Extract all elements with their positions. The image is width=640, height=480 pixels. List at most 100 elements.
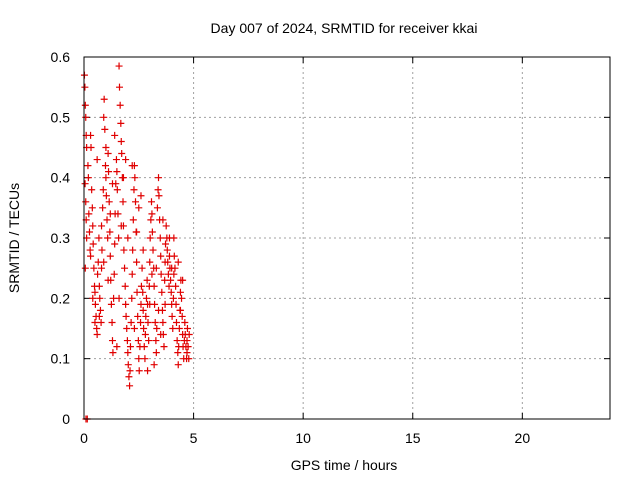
data-point: [172, 300, 180, 308]
x-tick-label: 5: [190, 430, 198, 446]
data-point: [155, 306, 163, 314]
data-point: [123, 325, 131, 332]
data-point: [127, 318, 135, 326]
x-tick-label: 10: [295, 430, 311, 446]
data-point: [139, 288, 147, 296]
data-point: [120, 246, 128, 254]
data-point: [91, 288, 99, 296]
x-axis-label: GPS time / hours: [291, 457, 398, 473]
data-point: [183, 349, 191, 357]
data-point: [138, 264, 146, 272]
data-point: [81, 83, 89, 91]
data-point: [148, 198, 156, 206]
data-point: [97, 318, 105, 326]
data-point: [133, 228, 141, 236]
data-point: [100, 258, 108, 266]
data-point: [157, 270, 165, 278]
data-point: [151, 318, 159, 326]
data-point: [174, 361, 182, 369]
data-point: [88, 186, 96, 194]
data-point: [139, 306, 147, 314]
data-point: [81, 101, 89, 109]
data-point: [152, 349, 160, 357]
point-layer: [80, 62, 193, 423]
data-point: [170, 252, 178, 260]
data-point: [106, 228, 114, 236]
data-point: [148, 270, 156, 278]
data-point: [163, 246, 171, 254]
data-point: [93, 156, 101, 164]
data-point: [99, 204, 107, 212]
data-point: [118, 150, 126, 158]
data-point: [104, 150, 112, 158]
data-point: [112, 156, 120, 164]
data-point: [145, 337, 153, 345]
data-point: [90, 264, 98, 272]
data-point: [111, 131, 119, 139]
data-point: [100, 95, 108, 103]
data-point: [142, 294, 150, 302]
data-point: [140, 343, 148, 351]
data-point: [106, 210, 114, 218]
data-point: [155, 192, 163, 200]
data-point: [132, 198, 140, 206]
data-point: [158, 288, 166, 296]
data-point: [130, 325, 138, 332]
data-point: [137, 192, 145, 200]
data-point: [125, 373, 133, 381]
data-point: [146, 234, 154, 242]
data-point: [116, 101, 124, 109]
data-point: [115, 234, 123, 242]
data-point: [176, 288, 184, 296]
data-point: [142, 312, 150, 320]
data-point: [174, 258, 182, 266]
data-point: [167, 276, 175, 284]
y-tick-label: 0.4: [51, 170, 71, 186]
data-point: [152, 264, 160, 272]
data-point: [117, 119, 125, 127]
data-point: [119, 174, 127, 182]
y-tick-label: 0.5: [51, 109, 71, 125]
data-point: [122, 156, 130, 164]
data-point: [137, 282, 145, 290]
data-point: [144, 318, 152, 326]
data-point: [89, 222, 97, 230]
data-point: [135, 204, 143, 212]
data-point: [99, 186, 107, 194]
grid-layer: [84, 57, 610, 419]
data-point: [148, 228, 156, 236]
data-point: [146, 300, 154, 308]
data-point: [181, 318, 189, 326]
data-point: [130, 186, 138, 194]
data-point: [84, 162, 92, 170]
data-point: [159, 318, 167, 326]
data-point: [117, 222, 125, 230]
data-point: [135, 367, 143, 375]
data-point: [81, 264, 89, 272]
x-tick-label: 15: [405, 430, 421, 446]
data-point: [126, 367, 134, 375]
data-point: [108, 337, 116, 345]
data-point: [91, 300, 99, 308]
data-point: [152, 337, 160, 345]
data-point: [174, 349, 182, 357]
data-point: [111, 240, 119, 248]
data-point: [95, 312, 103, 320]
data-point: [100, 113, 108, 121]
data-point: [96, 306, 104, 314]
data-point: [150, 282, 158, 290]
data-point: [98, 264, 106, 272]
data-point: [143, 276, 151, 284]
data-point: [131, 174, 139, 182]
data-point: [101, 162, 109, 170]
data-point: [146, 258, 154, 266]
data-point: [165, 282, 173, 290]
data-point: [123, 337, 131, 345]
x-tick-label: 0: [80, 430, 88, 446]
data-point: [116, 83, 124, 91]
data-point: [153, 325, 161, 332]
data-point: [87, 131, 95, 139]
data-point: [139, 246, 147, 254]
data-point: [137, 300, 145, 308]
x-tick-label: 20: [515, 430, 531, 446]
